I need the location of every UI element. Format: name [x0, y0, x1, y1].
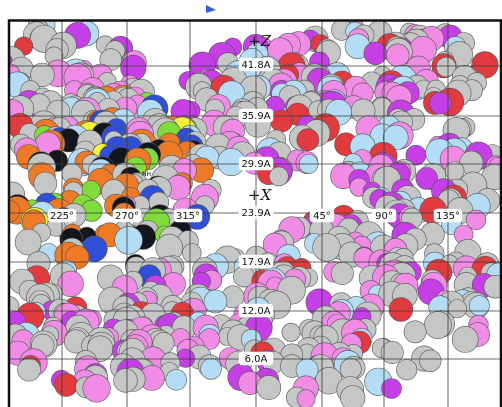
frame-border — [7, 19, 502, 407]
grey-atom — [451, 325, 479, 353]
light-blue-atom — [165, 369, 187, 391]
height-label-6-0: 6.0A — [238, 351, 274, 366]
atom-spheres — [8, 20, 500, 407]
grey-atom — [423, 311, 452, 340]
height-label-23-9: 23.9A — [238, 205, 274, 220]
pink-atom — [465, 209, 487, 230]
angle-label-text: 45° — [313, 211, 331, 222]
grey-atom — [340, 385, 366, 407]
height-label-text: 12.0A — [241, 306, 270, 317]
x-axis-label: +X — [248, 186, 273, 204]
z-axis-label: +Z — [248, 32, 272, 50]
magenta-atom — [405, 144, 427, 166]
angle-label-135: 135° — [433, 208, 463, 223]
light-blue-atom — [200, 358, 222, 380]
grey-atom — [330, 261, 354, 285]
grey-atom — [403, 320, 427, 344]
grey-atom — [396, 359, 418, 381]
angle-label-315: 315° — [173, 208, 203, 223]
magenta-atom — [363, 41, 387, 66]
grey-atom — [419, 349, 442, 372]
light-blue-atom — [114, 226, 143, 255]
height-label-text: 35.9A — [241, 111, 270, 122]
angle-labels: 225° 270° 315° 45° 90° 135° — [47, 208, 463, 223]
pink-atom — [57, 270, 84, 298]
height-label-text: 23.9A — [241, 208, 270, 219]
grey-atom — [113, 368, 138, 393]
angle-label-45: 45° — [309, 208, 335, 223]
height-labels: 41.8A 35.9A 29.9A 23.9A 17.9A 12.0A — [238, 57, 274, 366]
angle-label-text: 270° — [115, 211, 139, 222]
angle-label-text: 225° — [50, 211, 74, 222]
height-label-35-9: 35.9A — [238, 108, 274, 123]
red-atom — [388, 297, 414, 322]
angle-label-90: 90° — [371, 208, 397, 223]
angle-label-text: 315° — [176, 211, 200, 222]
pink-atom — [296, 389, 316, 407]
grey-atom — [312, 233, 341, 262]
light-blue-atom — [468, 295, 490, 317]
grey-atom — [30, 62, 55, 88]
red-atom — [54, 373, 78, 397]
height-label-text: 41.8A — [241, 60, 270, 71]
height-label-29-9: 29.9A — [238, 156, 274, 171]
pink-atom — [386, 43, 410, 67]
grey-atom — [14, 228, 42, 256]
small-atom-text: NH — [142, 171, 151, 178]
light-blue-atom — [203, 289, 228, 314]
height-label-text: 29.9A — [241, 159, 270, 170]
grey-atom — [17, 357, 41, 382]
height-label-17-9: 17.9A — [238, 254, 274, 269]
red-atom — [270, 109, 293, 133]
grey-atom — [268, 166, 289, 187]
grey-atom — [483, 275, 500, 299]
angle-label-270: 270° — [112, 208, 142, 223]
grey-atom — [256, 375, 282, 400]
grey-atom — [281, 322, 301, 342]
void-region — [221, 176, 239, 194]
height-label-12-0: 12.0A — [238, 303, 274, 318]
pink-atom — [82, 374, 111, 403]
void-region — [217, 207, 233, 223]
magenta-atom — [415, 167, 438, 190]
height-label-41-8: 41.8A — [238, 57, 274, 72]
height-label-text: 17.9A — [241, 257, 270, 268]
magenta-atom — [429, 91, 452, 115]
grey-atom — [380, 340, 404, 364]
top-marker-icon — [206, 5, 216, 13]
angle-label-225: 225° — [47, 208, 77, 223]
grey-atom — [436, 56, 457, 78]
angle-label-text: 90° — [375, 211, 393, 222]
magenta-atom — [381, 378, 402, 399]
height-label-text: 6.0A — [245, 354, 268, 365]
angle-label-text: 135° — [436, 211, 460, 222]
grey-atom — [33, 171, 58, 196]
red-atom — [296, 128, 320, 151]
